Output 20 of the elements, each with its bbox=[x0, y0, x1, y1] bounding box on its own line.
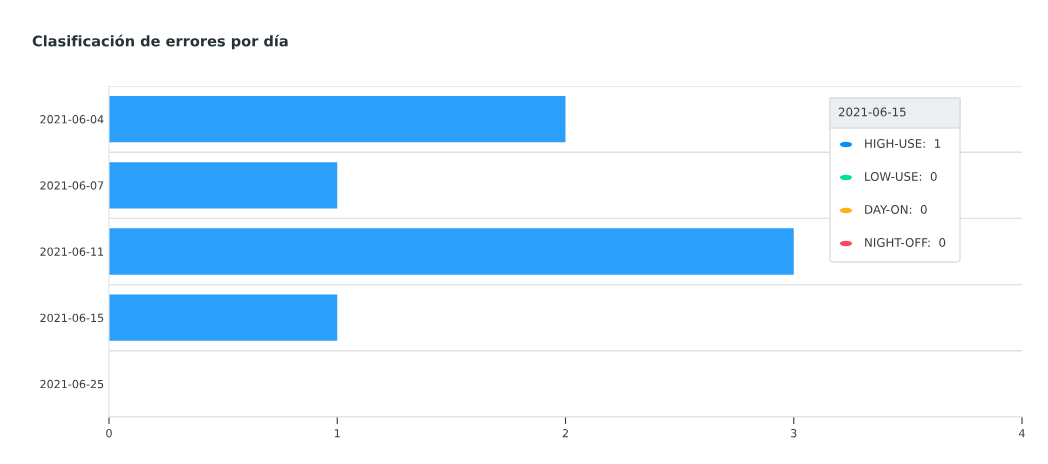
y-tick-label: 2021-06-25 bbox=[40, 379, 104, 389]
y-tick-label: 2021-06-07 bbox=[40, 181, 104, 190]
bar bbox=[109, 294, 338, 341]
x-tick-label: 1 bbox=[334, 429, 340, 438]
x-tick-label: 0 bbox=[106, 429, 112, 438]
bar bbox=[109, 162, 338, 209]
annotation: NIGHT-OFF: 0 bbox=[865, 238, 946, 247]
annotation: 2021-06-15 bbox=[838, 107, 906, 117]
x-tick-label: 4 bbox=[1019, 429, 1025, 438]
bar bbox=[109, 228, 794, 275]
annotation: LOW-USE: 0 bbox=[865, 172, 937, 181]
x-tick-label: 3 bbox=[791, 429, 797, 438]
y-tick-label: 2021-06-11 bbox=[40, 247, 104, 256]
x-tick-label: 2 bbox=[562, 429, 568, 438]
y-tick-label: 2021-06-04 bbox=[40, 115, 104, 124]
annotation: DAY-ON: 0 bbox=[865, 205, 927, 214]
chart-title: Clasificación de errores por día bbox=[32, 34, 288, 50]
y-tick-label: 2021-06-15 bbox=[40, 313, 104, 323]
annotation: HIGH-USE: 1 bbox=[865, 139, 941, 148]
bar bbox=[109, 95, 566, 143]
